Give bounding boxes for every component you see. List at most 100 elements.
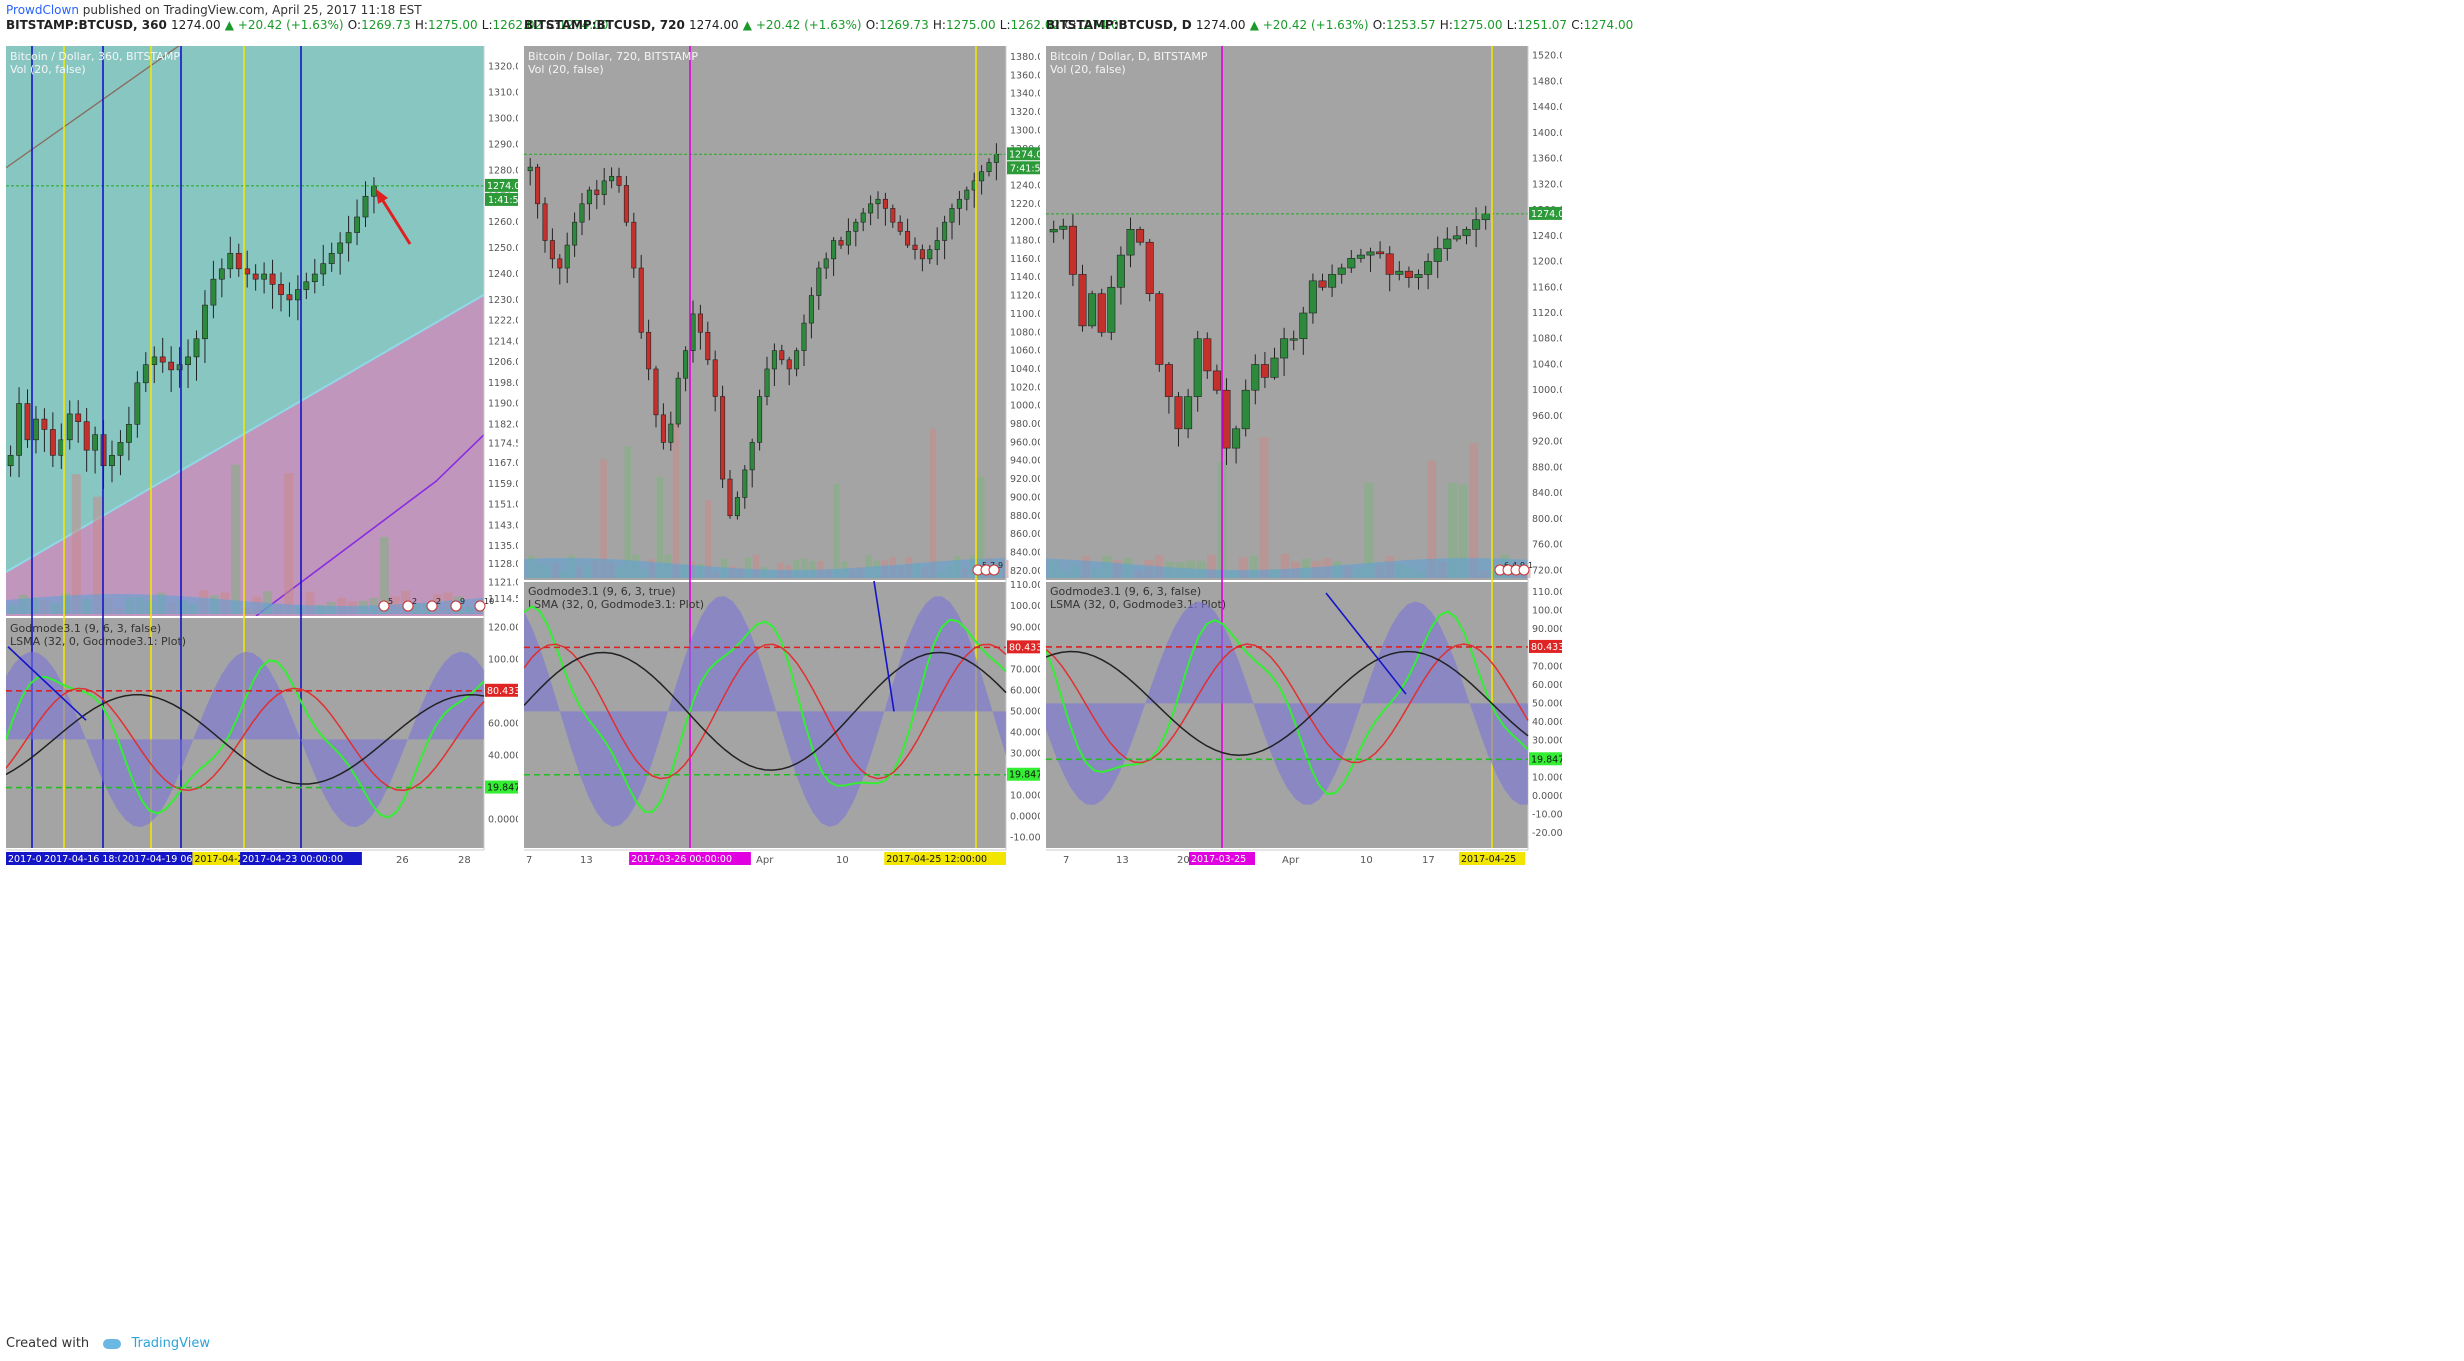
osc-y-tick-label: 10.0000: [1010, 790, 1040, 801]
candle: [1443, 238, 1452, 249]
lsma-line: [524, 651, 1007, 771]
osc-y-tick-label: 60.0000: [1532, 680, 1562, 691]
time-tag: 2017-04-19 06:00:00: [122, 854, 223, 865]
osc-y-tick-label: 40.0000: [1010, 727, 1040, 738]
oscillator-label: Godmode3.1 (9, 6, 3, true): [528, 585, 676, 598]
osc-y-tick-label: 50.0000: [1010, 706, 1040, 717]
y-tick-label: 1320.00: [1010, 107, 1040, 118]
volume-bar: [1207, 554, 1217, 578]
event-flag-icon: [402, 600, 414, 612]
lsma-label: LSMA (32, 0, Godmode3.1: Plot): [10, 635, 186, 648]
price-tag-box: [1007, 147, 1040, 161]
lower-band-tag: 19.8474: [1009, 770, 1040, 781]
volume-bar: [1259, 437, 1269, 578]
y-tick-label: 1040.00: [1010, 364, 1040, 375]
candle: [853, 221, 859, 232]
publish-info: ProwdClown published on TradingView.com,…: [6, 3, 422, 17]
y-tick-label: 1167.00: [488, 458, 518, 469]
candle: [631, 221, 637, 269]
candle: [1404, 270, 1413, 278]
y-tick-label: 1230.00: [488, 295, 518, 306]
candle: [1366, 251, 1375, 256]
candle: [41, 418, 48, 430]
y-tick-label: 1360.00: [1532, 154, 1562, 165]
chart-panel-720[interactable]: BITSTAMP:BTCUSD, 720 1274.00 ▲ +20.42 (+…: [524, 18, 1126, 1328]
ohlc-high: 1275.00: [945, 18, 996, 32]
event-count: 1: [1528, 561, 1533, 570]
candle: [586, 189, 592, 205]
y-tick-label: 1320.00: [1532, 179, 1562, 190]
candle: [1049, 229, 1058, 233]
last-price: 1274.00: [1195, 18, 1246, 32]
godmode-line: [524, 605, 1007, 813]
candle: [1078, 274, 1087, 327]
candle: [675, 377, 681, 425]
ohlc-close: 1274.00: [1583, 18, 1634, 32]
price-tag: 1274.00: [1531, 209, 1562, 220]
y-tick-label: 1300.00: [488, 114, 518, 125]
volume-ma-area: [524, 558, 1006, 578]
y-tick-label: 1222.00: [488, 316, 518, 327]
lsma-label: LSMA (32, 0, Godmode3.1: Plot): [528, 598, 704, 611]
y-tick-label: 1320.00: [488, 62, 518, 73]
candle: [757, 396, 763, 443]
oscillator-area: [1046, 601, 1528, 805]
author-link[interactable]: ProwdClown: [6, 3, 79, 17]
candle: [956, 198, 962, 209]
volume-bar: [801, 558, 808, 578]
candle: [557, 258, 563, 269]
candle: [1414, 274, 1423, 278]
candle: [159, 356, 166, 363]
volume-bar: [793, 559, 800, 578]
candle: [912, 244, 918, 250]
y-tick-label: 1440.00: [1532, 102, 1562, 113]
upper-band-tag: 80.4338: [1009, 642, 1040, 653]
candle: [151, 356, 158, 365]
candle: [942, 221, 948, 241]
price-tag-box: [1529, 206, 1562, 220]
upper-band-tag-box: [1007, 640, 1040, 654]
candle: [986, 162, 992, 173]
osc-y-tick-label: -10.0000: [1532, 810, 1562, 821]
y-tick-label: 1220.00: [1010, 199, 1040, 210]
candle: [690, 313, 696, 351]
candle: [875, 198, 881, 205]
candle: [1318, 280, 1327, 288]
y-tick-label: 1174.50: [488, 439, 518, 450]
volume-bar: [1249, 555, 1259, 578]
chart-panel-daily[interactable]: BITSTAMP:BTCUSD, D 1274.00 ▲ +20.42 (+1.…: [1046, 18, 1633, 1328]
candle: [882, 198, 888, 209]
y-tick-label: 1190.00: [488, 399, 518, 410]
signal-line: [524, 643, 1007, 780]
created-with-text: Created with: [6, 1336, 90, 1351]
oscillator-label: Godmode3.1 (9, 6, 3, false): [10, 622, 161, 635]
osc-y-tick-label: 100.0000: [1010, 601, 1040, 612]
osc-y-tick-label: -10.0000: [1010, 832, 1040, 843]
tradingview-link[interactable]: TradingView: [131, 1336, 210, 1351]
candle: [83, 421, 90, 451]
candle: [1116, 254, 1125, 288]
chart-title: Bitcoin / Dollar, D, BITSTAMP: [1050, 50, 1208, 63]
y-tick-label: 980.00: [1010, 419, 1040, 430]
candle: [1289, 338, 1298, 341]
chart-panel-360[interactable]: BITSTAMP:BTCUSD, 360 1274.00 ▲ +20.42 (+…: [6, 18, 608, 1328]
candle: [33, 418, 39, 441]
y-tick-label: 840.00: [1532, 488, 1562, 499]
candle: [1184, 396, 1193, 430]
osc-y-tick-label: 0.0000: [488, 814, 518, 825]
event-count: 2: [412, 597, 417, 606]
y-tick-label: 880.00: [1532, 462, 1562, 473]
candle: [949, 208, 955, 223]
candle: [638, 267, 644, 333]
godmode-line: [6, 659, 485, 819]
candle: [1251, 364, 1260, 391]
x-tick-label: 10: [836, 855, 849, 866]
ticker: BITSTAMP:BTCUSD, 720: [524, 18, 685, 32]
y-tick-label: 1206.00: [488, 357, 518, 368]
candle: [337, 242, 344, 254]
candle: [1136, 229, 1145, 243]
lower-band-tag: 19.8474: [1531, 754, 1562, 765]
